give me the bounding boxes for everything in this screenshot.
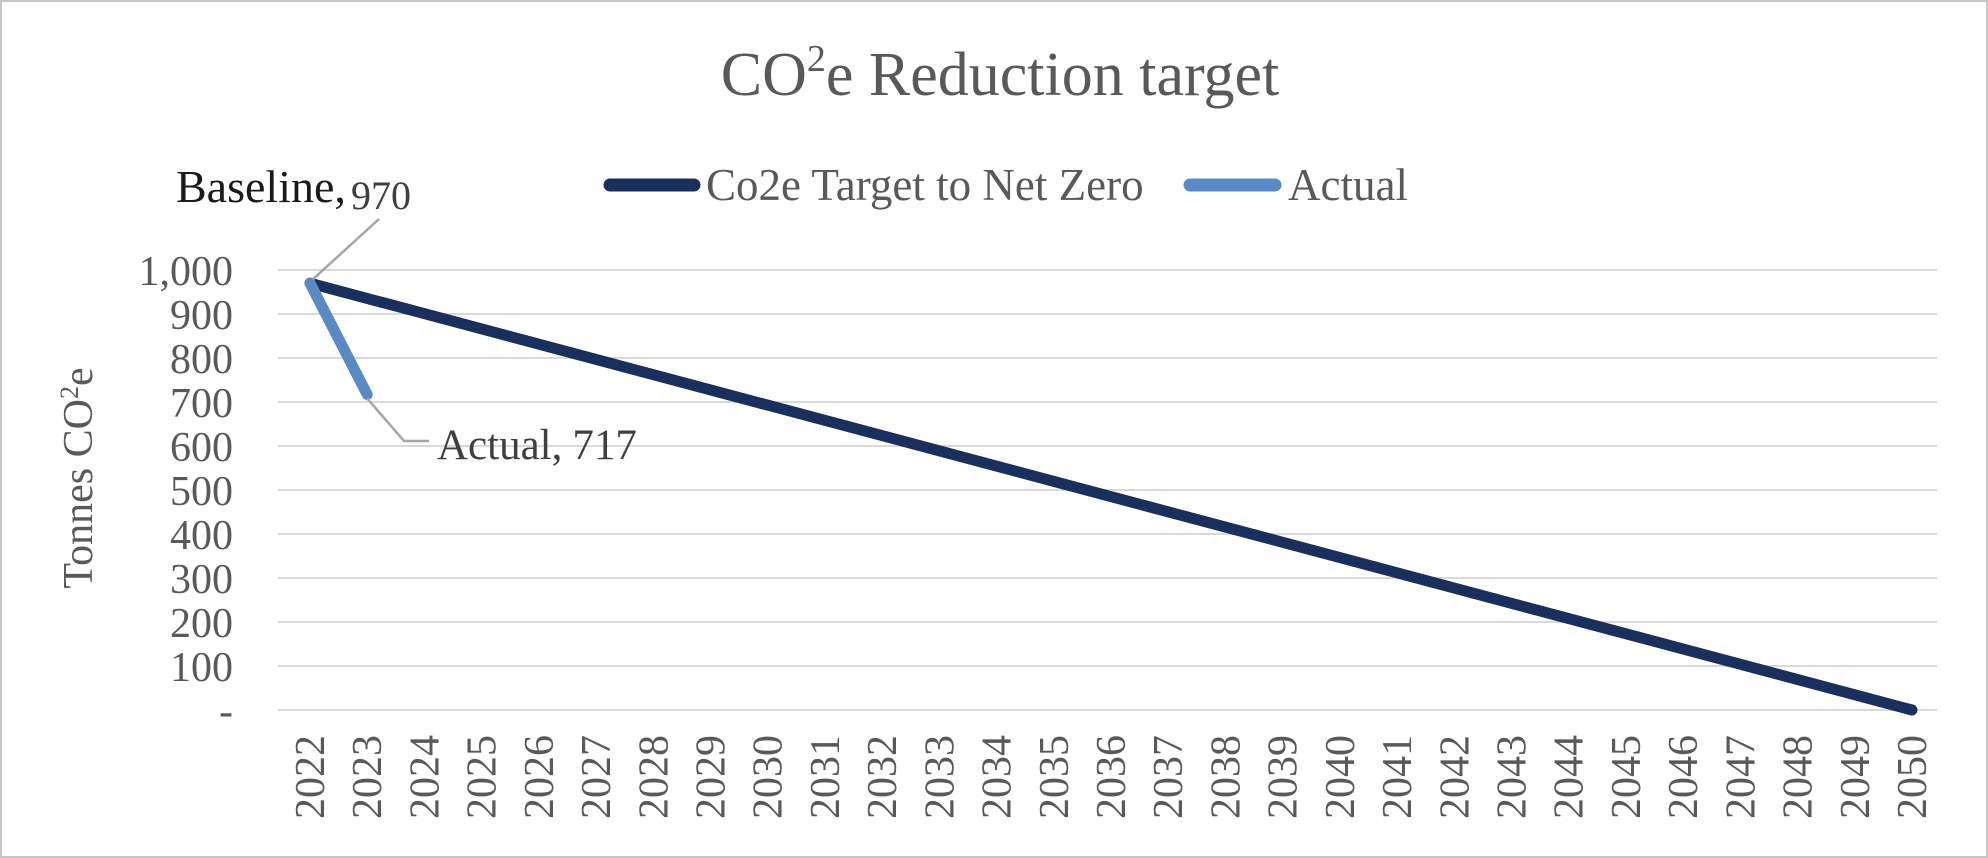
y-axis-title-suffix: e — [56, 367, 102, 386]
y-tick-label: - — [219, 689, 233, 735]
y-axis-title-prefix: Tonnes CO — [56, 399, 102, 589]
data-label-baseline-category: Baseline, — [176, 161, 346, 212]
x-tick-label: 2039 — [1261, 735, 1307, 819]
x-tick-label: 2022 — [288, 735, 334, 819]
x-tick-label: 2032 — [860, 735, 906, 819]
x-tick-label: 2024 — [402, 735, 448, 819]
x-tick-label: 2036 — [1089, 735, 1135, 819]
x-tick-label: 2025 — [460, 735, 506, 819]
x-tick-label: 2048 — [1776, 735, 1822, 819]
chart-title-superscript: 2 — [807, 38, 826, 80]
leader-line-actual — [366, 397, 429, 443]
x-tick-label: 2031 — [803, 735, 849, 819]
x-tick-label: 2049 — [1833, 735, 1879, 819]
x-tick-label: 2035 — [1032, 735, 1078, 819]
y-tick-label: 1,000 — [139, 249, 234, 295]
y-tick-label: 900 — [170, 293, 233, 339]
x-tick-label: 2033 — [917, 735, 963, 819]
x-tick-label: 2034 — [975, 735, 1021, 819]
y-tick-label: 600 — [170, 425, 233, 471]
x-tick-label: 2040 — [1318, 735, 1364, 819]
series-lines-group — [304, 277, 1918, 716]
chart-title: CO2e Reduction target — [721, 38, 1280, 109]
x-tick-label: 2050 — [1890, 735, 1936, 819]
data-label-baseline-value: 970 — [351, 173, 411, 218]
y-tick-label: 400 — [170, 513, 233, 559]
x-tick-label: 2047 — [1718, 735, 1764, 819]
x-tick-label: 2043 — [1490, 735, 1536, 819]
y-tick-label: 500 — [170, 469, 233, 515]
x-tick-label: 2029 — [689, 735, 735, 819]
series-line-target — [304, 277, 1918, 716]
y-tick-label: 800 — [170, 337, 233, 383]
x-tick-label: 2045 — [1604, 735, 1650, 819]
x-tick-label: 2030 — [746, 735, 792, 819]
legend-label-actual: Actual — [1288, 160, 1408, 210]
x-axis-tick-labels: 2022 2023 2024 2025 2026 2027 2028 2029 2030 2031… — [288, 735, 1936, 819]
x-tick-label: 2026 — [517, 735, 563, 819]
y-tick-label: 100 — [170, 645, 233, 691]
x-tick-label: 2028 — [631, 735, 677, 819]
x-tick-label: 2041 — [1375, 735, 1421, 819]
x-tick-label: 2044 — [1547, 735, 1593, 819]
y-axis-title-superscript: 2 — [55, 386, 84, 399]
leader-line-baseline — [312, 218, 380, 281]
x-tick-label: 2038 — [1203, 735, 1249, 819]
legend: Co2e Target to Net Zero Actual — [603, 160, 1408, 210]
data-label-actual-value: 717 — [572, 422, 637, 469]
y-axis-title: Tonnes CO2e — [55, 367, 102, 588]
y-tick-label: 700 — [170, 381, 233, 427]
y-tick-label: 200 — [170, 601, 233, 647]
legend-label-target: Co2e Target to Net Zero — [706, 160, 1144, 210]
data-label-actual-category: Actual, — [437, 422, 562, 469]
y-tick-label: 300 — [170, 557, 233, 603]
legend-item-target: Co2e Target to Net Zero — [603, 160, 1144, 210]
x-tick-label: 2037 — [1146, 735, 1192, 819]
legend-item-actual: Actual — [1183, 160, 1408, 210]
chart-title-suffix: e Reduction target — [826, 41, 1279, 109]
x-tick-label: 2042 — [1432, 735, 1478, 819]
chart-title-prefix: CO — [721, 41, 807, 109]
series-line-actual — [304, 277, 373, 401]
x-tick-label: 2023 — [345, 735, 391, 819]
x-tick-label: 2027 — [574, 735, 620, 819]
data-label-leader-lines — [312, 218, 429, 443]
x-tick-label: 2046 — [1661, 735, 1707, 819]
data-label-actual: Actual, 717 — [437, 422, 637, 469]
